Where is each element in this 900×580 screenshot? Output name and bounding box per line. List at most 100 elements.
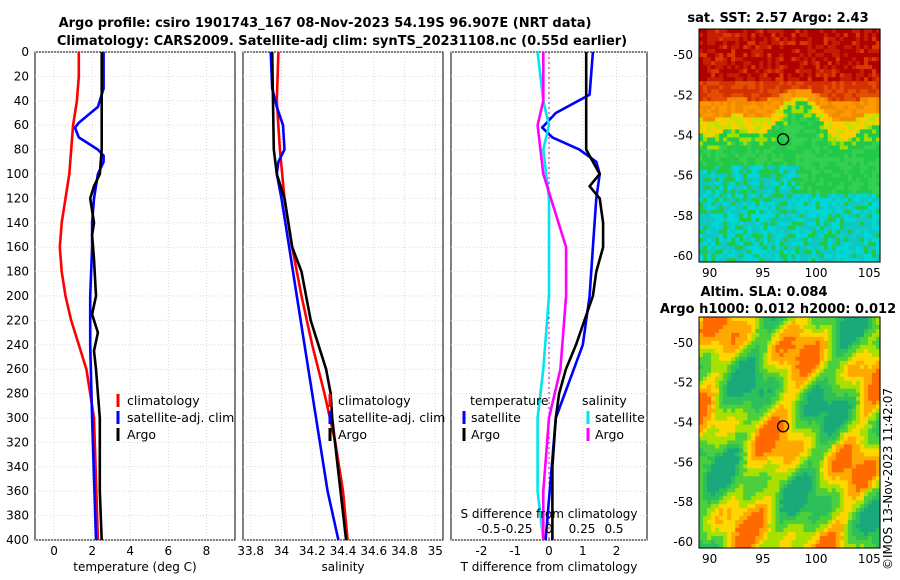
map-cell — [783, 89, 789, 94]
map-cell — [767, 360, 772, 366]
map-cell — [699, 29, 704, 34]
map-cell — [811, 169, 817, 175]
map-cell — [723, 93, 728, 98]
map-cell — [875, 225, 881, 231]
map-cell — [699, 101, 704, 106]
map-cell — [799, 492, 805, 497]
map-cell — [727, 464, 732, 469]
map-cell — [819, 165, 825, 171]
map-cell — [863, 33, 869, 38]
map-cell — [771, 193, 777, 199]
map-cell — [711, 165, 716, 171]
map-cell — [703, 364, 708, 370]
map-cell — [871, 352, 877, 358]
map-cell — [767, 117, 772, 122]
map-cell — [755, 452, 760, 457]
map-cell — [707, 364, 712, 370]
map-cell — [803, 372, 809, 378]
map-cell — [743, 53, 748, 58]
map-cell — [739, 153, 744, 159]
map-cell — [803, 344, 809, 350]
map-cell — [847, 69, 853, 74]
map-cell — [863, 364, 869, 370]
map-cell — [875, 37, 881, 42]
map-cell — [823, 97, 829, 102]
map-cell — [731, 408, 736, 414]
map-cell — [847, 480, 853, 485]
map-cell — [755, 69, 760, 74]
map-cell — [863, 440, 869, 446]
map-cell — [875, 356, 881, 362]
y-tick-label: 360 — [6, 484, 29, 498]
map-cell — [799, 460, 805, 465]
map-cell — [875, 468, 881, 473]
map-cell — [823, 380, 829, 386]
map-cell — [783, 368, 789, 374]
map-cell — [851, 93, 857, 98]
map-cell — [847, 400, 853, 406]
map-cell — [807, 388, 813, 394]
map-cell — [751, 41, 756, 46]
map-cell — [871, 237, 877, 243]
map-cell — [815, 85, 821, 90]
map-cell — [759, 177, 764, 183]
map-cell — [851, 197, 857, 203]
map-cell — [703, 488, 708, 493]
map-cell — [771, 85, 777, 90]
map-cell — [739, 69, 744, 74]
map-cell — [827, 444, 833, 450]
map-cell — [859, 352, 865, 358]
map-y-tick-label: -50 — [673, 48, 693, 62]
map-cell — [863, 392, 869, 398]
map-cell — [819, 384, 825, 390]
map-cell — [875, 404, 881, 410]
map-cell — [715, 69, 720, 74]
map-cell — [731, 424, 736, 430]
map-cell — [767, 181, 772, 187]
map-cell — [767, 157, 772, 163]
map-cell — [747, 129, 752, 135]
map-cell — [711, 508, 716, 513]
map-cell — [735, 57, 740, 62]
map-cell — [707, 332, 712, 338]
map-cell — [795, 41, 801, 46]
map-cell — [855, 340, 861, 346]
map-cell — [719, 412, 724, 418]
map-cell — [783, 436, 789, 442]
map-cell — [795, 73, 801, 78]
map-cell — [803, 420, 809, 426]
map-cell — [703, 424, 708, 430]
map-cell — [855, 181, 861, 187]
map-cell — [735, 69, 740, 74]
map-cell — [807, 229, 813, 235]
map-cell — [759, 173, 764, 179]
map-cell — [711, 368, 716, 374]
map-cell — [787, 125, 793, 131]
map-cell — [743, 41, 748, 46]
map-cell — [759, 392, 764, 398]
map-cell — [759, 380, 764, 386]
map-cell — [707, 372, 712, 378]
map-cell — [867, 201, 873, 207]
map-cell — [867, 209, 873, 215]
map-cell — [843, 444, 849, 450]
map-cell — [831, 496, 837, 501]
map-cell — [763, 432, 768, 438]
map-cell — [827, 73, 833, 78]
map-cell — [731, 129, 736, 135]
map-cell — [779, 197, 785, 203]
map-cell — [839, 65, 845, 70]
map-cell — [723, 460, 728, 465]
map-cell — [751, 368, 756, 374]
map-cell — [843, 121, 849, 127]
map-cell — [723, 197, 728, 203]
map-cell — [859, 57, 865, 62]
map-cell — [767, 241, 772, 247]
map-cell — [823, 352, 829, 358]
map-cell — [755, 440, 760, 446]
map-cell — [823, 400, 829, 406]
map-cell — [747, 69, 752, 74]
map-cell — [799, 348, 805, 354]
map-cell — [791, 141, 797, 147]
map-cell — [707, 137, 712, 143]
